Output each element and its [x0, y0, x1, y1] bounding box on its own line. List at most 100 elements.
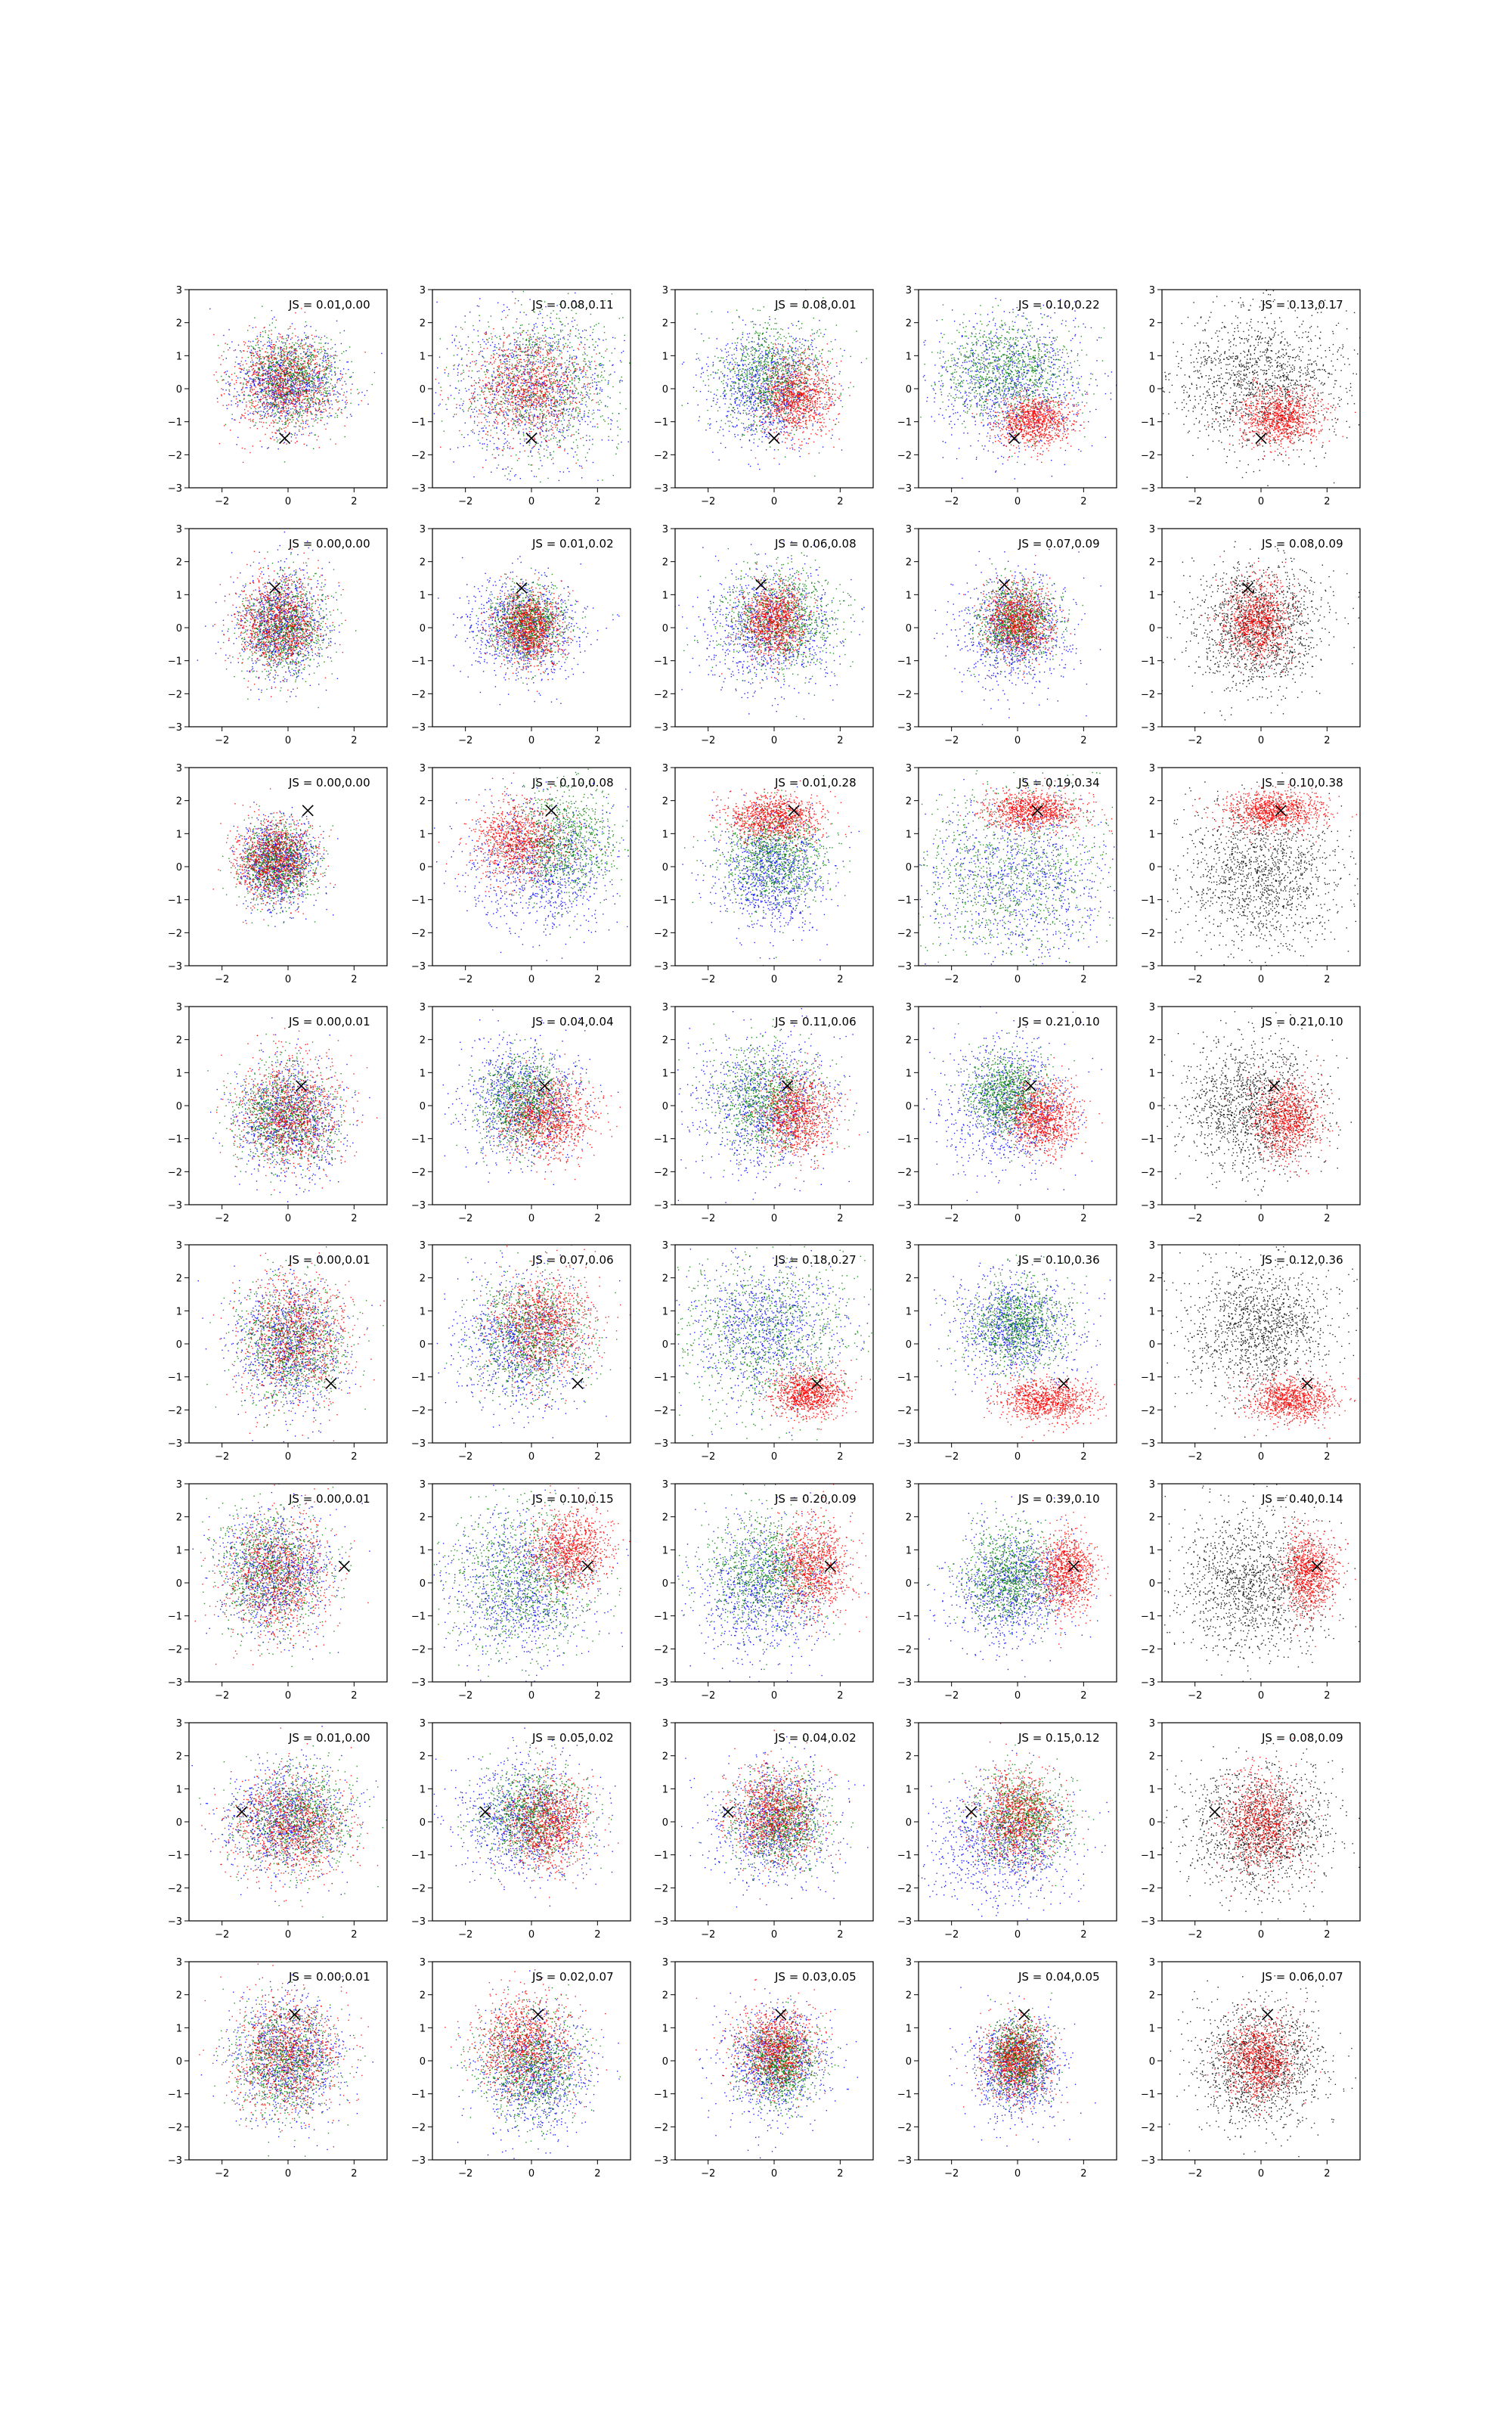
data-point: [265, 378, 266, 379]
data-point: [508, 404, 509, 405]
data-point: [299, 414, 300, 415]
data-point: [586, 440, 587, 441]
data-point: [492, 380, 493, 381]
data-point: [484, 410, 485, 411]
data-point: [562, 430, 563, 431]
data-point: [321, 351, 322, 352]
data-point: [303, 376, 304, 377]
data-point: [574, 434, 575, 435]
data-point: [520, 478, 521, 479]
data-point: [235, 349, 236, 350]
data-point: [551, 429, 552, 430]
data-point: [273, 410, 274, 411]
data-point: [450, 448, 451, 449]
data-point: [560, 331, 561, 332]
data-point: [529, 382, 530, 383]
data-point: [381, 353, 382, 354]
data-point: [275, 362, 276, 363]
data-point: [501, 404, 502, 405]
data-point: [493, 350, 494, 351]
data-point: [546, 403, 547, 404]
data-point: [494, 405, 495, 406]
data-point: [349, 346, 350, 347]
data-point: [302, 378, 303, 379]
data-point: [305, 408, 306, 409]
data-point: [267, 399, 268, 400]
data-point: [531, 385, 532, 386]
data-point: [540, 433, 541, 434]
data-point: [269, 373, 270, 374]
data-point: [272, 376, 273, 377]
data-point: [496, 428, 497, 429]
data-point: [341, 409, 342, 410]
data-point: [523, 433, 524, 434]
data-point: [487, 421, 488, 422]
data-point: [305, 382, 306, 383]
data-point: [551, 435, 552, 436]
data-point: [286, 346, 287, 347]
data-point: [564, 437, 565, 438]
data-point: [500, 410, 501, 411]
data-point: [346, 417, 347, 418]
data-point: [261, 399, 262, 400]
data-point: [325, 429, 326, 430]
data-point: [315, 374, 316, 375]
data-point: [236, 396, 237, 397]
data-point: [519, 416, 520, 417]
data-point: [262, 405, 263, 406]
data-point: [260, 334, 261, 335]
data-point: [587, 416, 588, 417]
data-point: [297, 363, 298, 364]
data-point: [312, 383, 313, 384]
data-point: [291, 386, 292, 387]
data-point: [500, 396, 501, 397]
data-point: [319, 364, 320, 365]
data-point: [257, 338, 258, 339]
data-point: [213, 334, 214, 335]
data-point: [305, 409, 306, 410]
data-point: [557, 427, 558, 428]
data-point: [252, 399, 253, 400]
data-point: [600, 387, 601, 388]
data-point: [564, 448, 565, 449]
data-point: [589, 448, 590, 449]
data-point: [527, 410, 528, 411]
data-point: [307, 386, 308, 387]
data-point: [259, 364, 260, 365]
data-point: [618, 413, 619, 414]
data-point: [310, 374, 311, 375]
data-point: [330, 362, 331, 363]
data-point: [574, 392, 575, 393]
data-point: [533, 342, 534, 343]
data-point: [283, 442, 284, 443]
data-point: [506, 384, 507, 385]
data-point: [511, 355, 512, 356]
data-point: [224, 393, 225, 394]
data-point: [520, 325, 521, 326]
data-point: [338, 392, 339, 393]
data-point: [256, 397, 257, 398]
data-point: [287, 376, 288, 377]
data-point: [501, 376, 502, 377]
data-point: [553, 375, 554, 376]
data-point: [520, 416, 521, 417]
data-point: [284, 370, 285, 371]
data-point: [285, 417, 286, 418]
data-point: [600, 376, 601, 377]
data-point: [278, 385, 279, 386]
data-point: [566, 404, 567, 405]
data-point: [463, 437, 464, 438]
data-point: [499, 373, 500, 374]
data-point: [308, 379, 309, 380]
data-point: [271, 392, 272, 393]
data-point: [317, 439, 318, 440]
data-point: [251, 402, 252, 403]
data-point: [284, 430, 285, 431]
data-point: [564, 339, 565, 340]
data-point: [266, 411, 267, 412]
data-point: [258, 384, 259, 385]
data-point: [221, 388, 222, 389]
data-point: [339, 380, 340, 381]
data-point: [569, 395, 570, 396]
data-point: [511, 383, 512, 384]
